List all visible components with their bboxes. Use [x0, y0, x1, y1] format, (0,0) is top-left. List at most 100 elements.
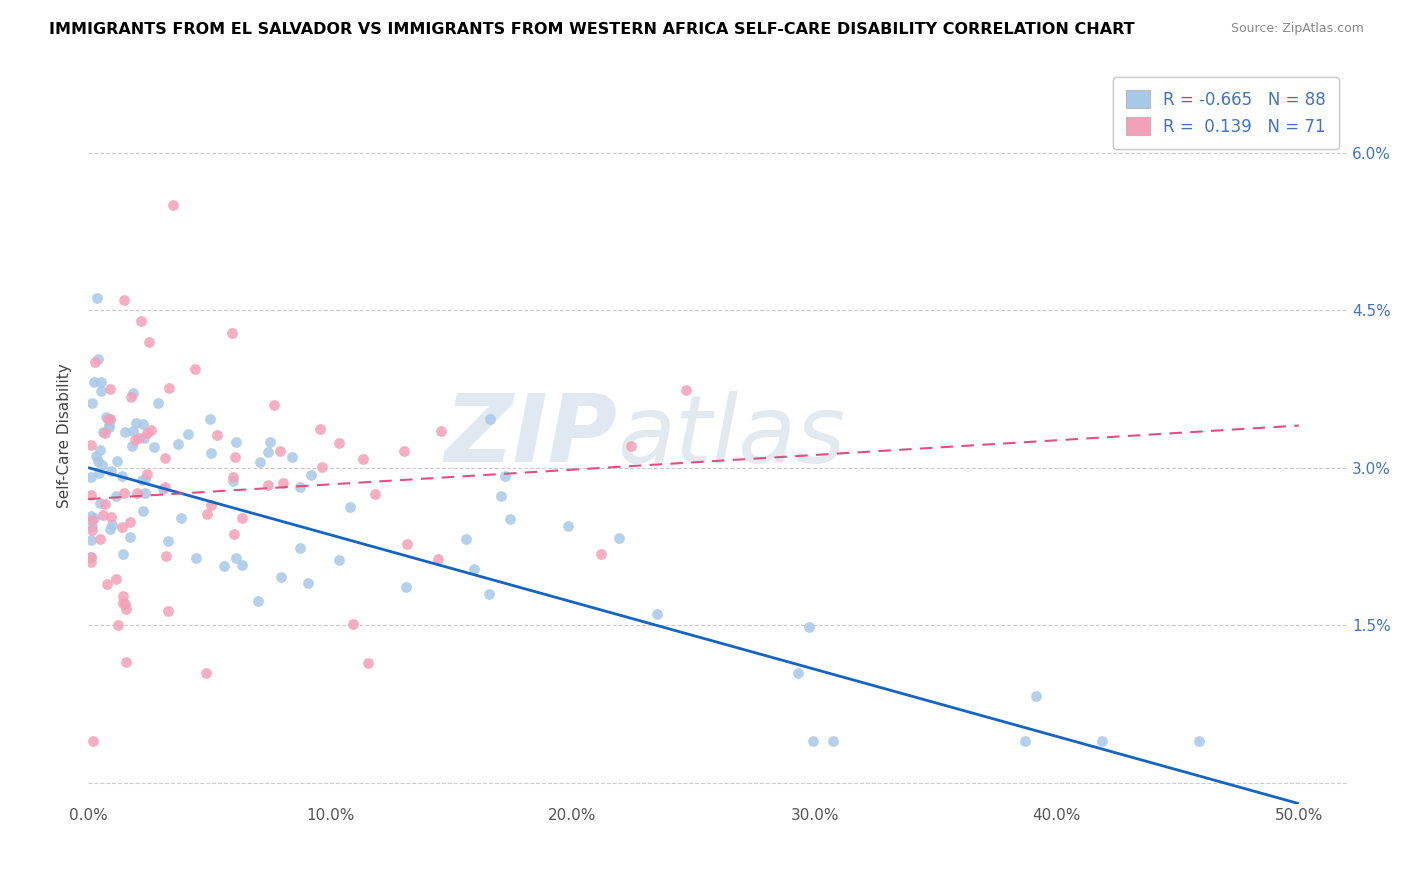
Point [114, 425, 136, 439]
Point [122, 385, 145, 400]
Point [607, 531, 630, 545]
Point [125, 416, 148, 430]
Point [224, 450, 246, 465]
Point [821, 733, 844, 747]
Point [152, 482, 174, 496]
Point [1025, 689, 1047, 703]
Point [342, 616, 364, 631]
Point [184, 362, 207, 376]
Point [200, 446, 222, 460]
Point [591, 547, 613, 561]
Point [225, 550, 247, 565]
Point [357, 656, 380, 670]
Point [142, 440, 165, 454]
Point [97, 412, 120, 426]
Point [90, 458, 112, 473]
Point [114, 293, 136, 307]
Point [139, 423, 162, 437]
Point [132, 504, 155, 518]
Point [83, 355, 105, 369]
Point [222, 526, 245, 541]
Point [118, 530, 141, 544]
Point [107, 618, 129, 632]
Point [83, 375, 105, 389]
Point [112, 485, 135, 500]
Point [121, 424, 143, 438]
Point [98, 412, 121, 426]
Point [675, 384, 697, 398]
Point [231, 558, 253, 572]
Point [111, 589, 134, 603]
Text: ZIP: ZIP [444, 390, 617, 482]
Point [225, 435, 247, 450]
Point [494, 468, 516, 483]
Point [1091, 733, 1114, 747]
Point [101, 517, 124, 532]
Point [427, 552, 450, 566]
Point [115, 656, 138, 670]
Point [454, 533, 477, 547]
Point [87, 454, 110, 468]
Point [787, 665, 810, 680]
Point [134, 472, 156, 486]
Point [270, 570, 292, 584]
Point [86, 291, 108, 305]
Point [620, 439, 643, 453]
Point [153, 450, 176, 465]
Point [93, 497, 115, 511]
Point [131, 473, 153, 487]
Point [177, 426, 200, 441]
Point [1188, 733, 1211, 747]
Point [463, 562, 485, 576]
Point [271, 475, 294, 490]
Point [207, 428, 229, 442]
Point [96, 577, 118, 591]
Point [121, 439, 143, 453]
Legend: R = -0.665   N = 88, R =  0.139   N = 71: R = -0.665 N = 88, R = 0.139 N = 71 [1112, 77, 1339, 149]
Point [79, 470, 101, 484]
Point [1014, 733, 1036, 747]
Point [499, 512, 522, 526]
Point [79, 555, 101, 569]
Text: IMMIGRANTS FROM EL SALVADOR VS IMMIGRANTS FROM WESTERN AFRICA SELF-CARE DISABILI: IMMIGRANTS FROM EL SALVADOR VS IMMIGRANT… [49, 22, 1135, 37]
Point [797, 620, 820, 634]
Point [82, 733, 104, 747]
Point [135, 425, 157, 440]
Point [138, 334, 160, 349]
Point [392, 444, 415, 458]
Point [98, 523, 121, 537]
Point [134, 486, 156, 500]
Point [90, 384, 112, 399]
Point [100, 464, 122, 478]
Point [135, 467, 157, 482]
Point [801, 733, 824, 747]
Point [288, 541, 311, 555]
Point [98, 382, 121, 396]
Point [89, 466, 111, 480]
Point [157, 381, 180, 395]
Point [478, 587, 501, 601]
Point [131, 313, 153, 327]
Point [328, 552, 350, 566]
Text: atlas: atlas [617, 391, 845, 482]
Point [132, 417, 155, 431]
Point [364, 486, 387, 500]
Point [124, 433, 146, 447]
Point [127, 486, 149, 500]
Point [200, 499, 222, 513]
Point [311, 459, 333, 474]
Text: Source: ZipAtlas.com: Source: ZipAtlas.com [1230, 22, 1364, 36]
Point [297, 576, 319, 591]
Point [93, 508, 115, 523]
Point [79, 550, 101, 565]
Point [157, 604, 180, 618]
Point [98, 419, 121, 434]
Point [162, 198, 184, 212]
Point [118, 515, 141, 529]
Point [222, 470, 245, 484]
Point [221, 326, 243, 340]
Point [89, 532, 111, 546]
Point [89, 376, 111, 390]
Point [195, 665, 218, 680]
Point [269, 444, 291, 458]
